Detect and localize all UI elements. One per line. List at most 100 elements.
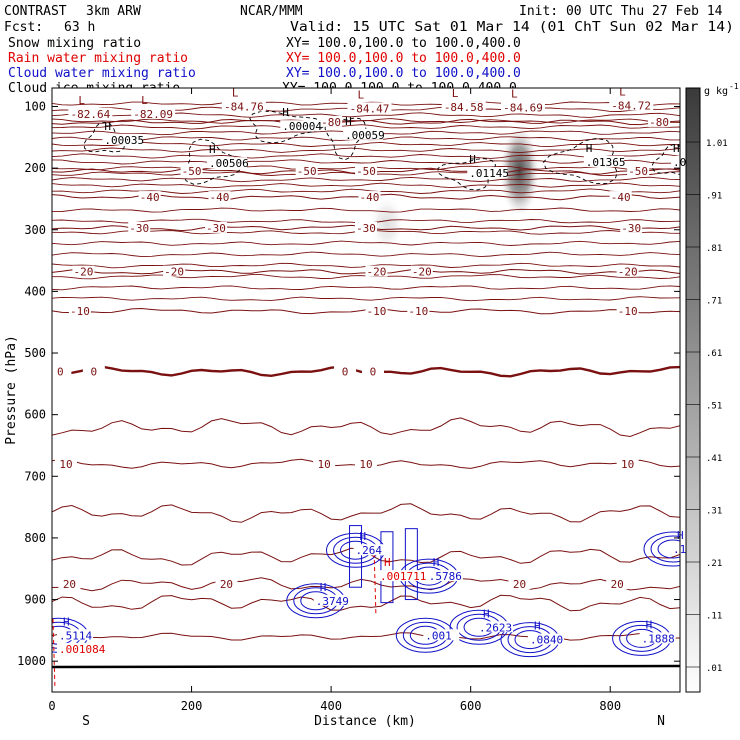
isotherm-label-bg [49,365,72,377]
min-value: -84.76 [224,100,264,113]
y-tick-label: 100 [24,99,46,113]
plot-area [52,88,680,692]
colorbar-ramp [685,87,701,693]
cloud-label-bg [56,629,93,641]
isotherm-label: -20 [73,266,93,279]
cloud-label-bg [423,629,460,641]
cloud-water-contour [349,525,363,588]
cloud-max-mark: H [483,607,490,620]
x-tick-label: 0 [48,699,55,713]
plot-frame [51,87,681,693]
isotherm-label: -30 [206,222,226,235]
isotherm-line [52,417,680,438]
isotherm-label-bg [616,305,639,317]
isotherm-label-bg [361,365,384,377]
rain-label-bg [56,642,103,654]
y-tick-label: 900 [24,593,46,607]
center-name: NCAR/MMM [240,4,303,19]
isotherm-label: -50 [356,165,376,178]
ice-max-mark: H [469,153,476,166]
x-tick-label: 800 [599,699,621,713]
model-desc: 3km ARW [86,4,141,19]
ice-label-bg [207,157,247,169]
ice-max-mark: H [345,115,352,128]
min-label-bg [68,107,113,119]
isotherm-label: 0 [91,366,98,379]
isotherm-label-bg [365,265,388,277]
isotherm-label-bg [128,221,151,233]
isotherm-label-bg [609,191,632,203]
isotherm-label: 0 [57,366,64,379]
isotherm-label: -10 [70,305,90,318]
min-label-bg [501,101,545,113]
y-tick-label: 700 [24,469,46,483]
ice-max-value: .00059 [345,129,385,142]
isotherm-line [52,141,680,148]
surface-line [51,664,681,669]
y-tick-label: 1000 [17,654,46,668]
min-value: -82.64 [71,108,111,121]
isotherm-label-bg [334,365,357,377]
x-tick-label: 400 [320,699,342,713]
cloud-label-bg [426,570,463,582]
cloud-water-contour [380,531,394,604]
min-label-bg [347,102,392,114]
isotherm-label-bg [606,578,629,590]
isotherm-label: -30 [621,222,641,235]
isotherm-label-bg [68,305,91,317]
isotherm-label-bg [616,457,639,469]
cloud-label-bg [527,633,564,645]
isotherm-line [52,632,680,641]
y-tick-label: 400 [24,284,46,298]
isotherm-label: -80 [321,116,341,129]
field-name-cloud-water: Cloud water mixing ratio [8,66,196,81]
isotherm-label: -20 [618,266,638,279]
ice-label-bg [102,133,143,145]
cloud-max-mark: H [320,581,327,594]
colorbar-label: .61 [706,349,722,359]
isotherm-line [52,159,680,165]
min-label-bg [441,101,486,113]
isotherm-label: 20 [513,578,526,591]
cloud-max-value: .264 [356,544,383,557]
x-tick-label: 600 [460,699,482,713]
ice-contour [324,116,367,161]
field-name-rain: Rain water mixing ratio [8,51,188,66]
cloud-label-bg [353,544,390,556]
cloud-max-value: .2623 [479,621,512,634]
colorbar-label: .31 [706,507,722,517]
isotherm-label-bg [410,265,433,277]
min-mark: L [619,85,626,98]
isotherm-label-bg [295,165,318,177]
isotherm-label: -50 [297,165,317,178]
colorbar: g kg -1 .01 .11 .21 .31 .41 .51 .61 .71 .81 .91 1.… [685,82,739,693]
isotherm-label-bg [208,191,231,203]
isotherm-line [52,594,680,612]
isotherm-label-bg [627,165,650,177]
x-axis-title: Distance (km) [314,714,416,729]
min-value: -82.09 [133,108,173,121]
isotherm-label-bg [355,165,377,177]
cloud-water-contour [657,539,680,559]
isotherm-line [52,188,680,194]
min-mark: L [511,88,518,101]
min-value: -84.47 [350,102,390,115]
cloud-water-contour [404,528,418,601]
field-xy-snow: XY= 100.0,100.0 to 100.0,400.0 [286,36,521,51]
init-time: Init: 00 UTC Thu 27 Feb 14 [519,4,723,19]
colorbar-label: .11 [706,612,722,622]
isotherm-line [52,503,680,523]
valid-time: Valid: 15 UTC Sat 01 Mar 14 (01 ChT Sun … [290,20,734,35]
isotherm-label: -10 [408,305,428,318]
isotherm-label-bg [58,578,81,590]
temperature-contours [52,101,680,641]
isotherm-label: -20 [164,266,184,279]
isotherm-label-bg [648,115,671,127]
colorbar-label: .21 [706,559,722,569]
y-tick-label: 300 [24,223,46,237]
ice-max-value: .01145 [469,167,509,180]
min-label-bg [609,99,654,111]
isotherm-label: 20 [611,578,624,591]
rain-max-value: .001084 [59,643,106,656]
